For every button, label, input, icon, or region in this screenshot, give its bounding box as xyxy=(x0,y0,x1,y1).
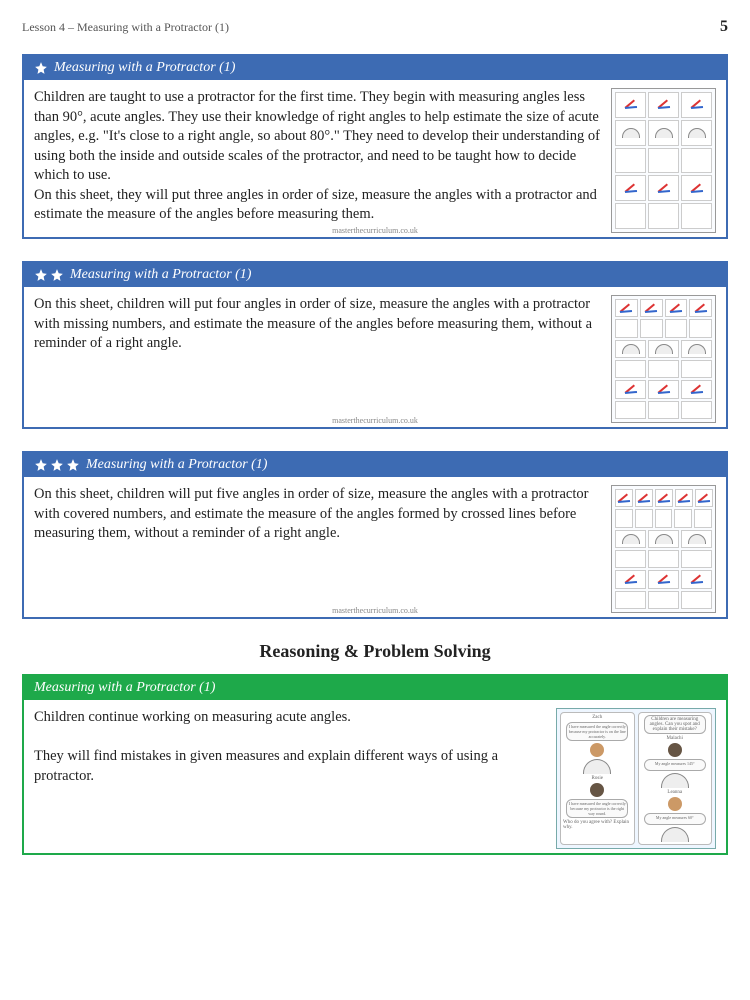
star-icon xyxy=(50,458,64,472)
worksheet-thumbnail xyxy=(611,295,716,423)
worksheet-card-1star: Measuring with a Protractor (1) Children… xyxy=(22,54,728,239)
card-header: Measuring with a Protractor (1) xyxy=(24,453,726,477)
avatar-icon xyxy=(668,797,682,811)
card-title: Measuring with a Protractor (1) xyxy=(70,267,251,283)
worksheet-thumbnail xyxy=(611,485,716,613)
page-header: Lesson 4 – Measuring with a Protractor (… xyxy=(22,18,728,36)
card-description: Children continue working on measuring a… xyxy=(34,708,546,849)
card-body: Children are taught to use a protractor … xyxy=(24,80,726,237)
worksheet-card-2star: Measuring with a Protractor (1) On this … xyxy=(22,261,728,429)
thumbnail-left-panel: Zach I have measured the angle correctly… xyxy=(560,712,635,845)
card-title: Measuring with a Protractor (1) xyxy=(34,680,215,696)
card-description: On this sheet, children will put five an… xyxy=(34,485,601,613)
card-header: Measuring with a Protractor (1) xyxy=(24,263,726,287)
worksheet-card-3star: Measuring with a Protractor (1) On this … xyxy=(22,451,728,619)
avatar-icon xyxy=(590,783,604,797)
watermark: masterthecurriculum.co.uk xyxy=(332,416,418,425)
watermark: masterthecurriculum.co.uk xyxy=(332,606,418,615)
card-header: Measuring with a Protractor (1) xyxy=(24,676,726,700)
worksheet-thumbnail xyxy=(611,88,716,233)
card-title: Measuring with a Protractor (1) xyxy=(86,457,267,473)
star-icon xyxy=(34,268,48,282)
avatar-icon xyxy=(590,743,604,757)
card-title: Measuring with a Protractor (1) xyxy=(54,60,235,76)
thumbnail-right-panel: Children are measuring angles. Can you s… xyxy=(638,712,713,845)
card-description: Children are taught to use a protractor … xyxy=(34,88,601,233)
card-body: Children continue working on measuring a… xyxy=(24,700,726,853)
card-body: On this sheet, children will put five an… xyxy=(24,477,726,617)
lesson-line: Lesson 4 – Measuring with a Protractor (… xyxy=(22,20,229,35)
star-icon xyxy=(50,268,64,282)
card-body: On this sheet, children will put four an… xyxy=(24,287,726,427)
reasoning-thumbnail: Zach I have measured the angle correctly… xyxy=(556,708,716,849)
card-header: Measuring with a Protractor (1) xyxy=(24,56,726,80)
watermark: masterthecurriculum.co.uk xyxy=(332,226,418,235)
star-rating xyxy=(34,458,80,472)
section-title: Reasoning & Problem Solving xyxy=(22,641,728,662)
star-icon xyxy=(66,458,80,472)
page-number: 5 xyxy=(720,18,728,36)
avatar-icon xyxy=(668,743,682,757)
reasoning-card: Measuring with a Protractor (1) Children… xyxy=(22,674,728,855)
star-icon xyxy=(34,61,48,75)
star-rating xyxy=(34,61,48,75)
star-icon xyxy=(34,458,48,472)
star-rating xyxy=(34,268,64,282)
card-description: On this sheet, children will put four an… xyxy=(34,295,601,423)
